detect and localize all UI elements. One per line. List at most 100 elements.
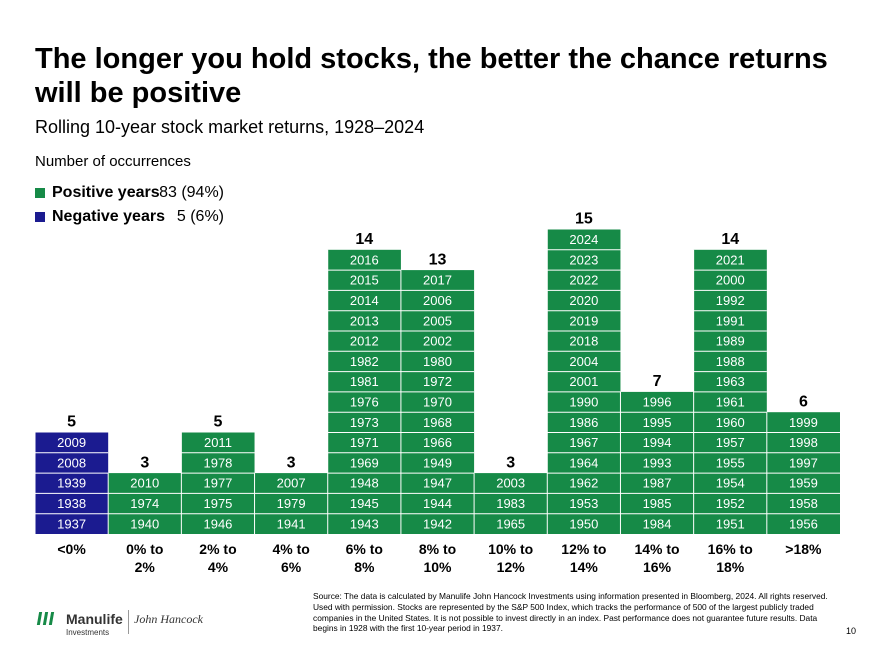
column [181,432,255,534]
year-label: 1957 [716,435,745,450]
column [254,473,328,534]
year-label: 1939 [57,476,86,491]
y-label: Number of occurrences [35,153,191,170]
legend-value: 5 (6%) [176,208,224,225]
column [620,391,694,534]
year-label: 2024 [569,232,598,247]
logo-name: Manulife [66,611,123,627]
year-label: 1955 [716,455,745,470]
year-label: 2021 [716,252,745,267]
count-label: 15 [575,211,593,228]
year-label: 1998 [789,435,818,450]
year-label: 1976 [350,394,379,409]
page-number: 10 [846,626,857,636]
year-label: 1997 [789,455,818,470]
chart-title: The longer you hold stocks, the better t… [35,43,828,109]
year-label: 2006 [423,293,452,308]
year-label: 1968 [423,415,452,430]
count-label: 3 [287,454,296,471]
x-tick-label: 8% to 10% [418,541,457,575]
year-label: 1963 [716,374,745,389]
year-label: 1975 [203,496,232,511]
year-label: 2015 [350,273,379,288]
year-label: 1962 [569,476,598,491]
year-label: 2017 [423,273,452,288]
year-label: 2020 [569,293,598,308]
year-label: 1996 [643,394,672,409]
year-label: 1981 [350,374,379,389]
year-label: 2016 [350,252,379,267]
year-label: 1970 [423,394,452,409]
year-label: 2001 [569,374,598,389]
year-label: 1958 [789,496,818,511]
year-label: 1972 [423,374,452,389]
x-tick-label: <0% [57,541,86,557]
count-label: 3 [506,454,515,471]
year-label: 1943 [350,516,379,531]
column [400,270,475,534]
count-label: 14 [721,231,739,248]
year-label: 1938 [57,496,86,511]
x-tick-label: 2% to 4% [199,541,237,575]
x-tick-label: >18% [785,541,822,557]
year-label: 2019 [569,313,598,328]
x-tick-label: 6% to 8% [345,541,383,575]
source-note: Source: The data is calculated by Manuli… [313,591,828,634]
count-label: 7 [653,373,662,390]
legend-label: Negative years [52,208,165,225]
year-label: 2002 [423,334,452,349]
year-label: 1979 [277,496,306,511]
year-label: 2022 [569,273,598,288]
logo-mark [36,612,55,625]
logo-sub: Investments [66,628,110,637]
year-label: 2007 [277,476,306,491]
year-label: 1973 [350,415,379,430]
year-label: 2000 [716,273,745,288]
year-label: 1983 [496,496,525,511]
year-label: 1960 [716,415,745,430]
count-label: 6 [799,393,808,410]
year-label: 1999 [789,415,818,430]
year-label: 1941 [277,516,306,531]
year-label: 1993 [643,455,672,470]
column [474,473,548,534]
year-label: 1956 [789,516,818,531]
year-label: 1945 [350,496,379,511]
subtitle: Rolling 10-year stock market returns, 19… [35,117,425,137]
column [547,229,621,534]
year-label: 1949 [423,455,452,470]
count-label: 3 [140,454,149,471]
year-label: 1948 [350,476,379,491]
year-label: 2003 [496,476,525,491]
count-label: 5 [214,414,223,431]
year-label: 1946 [203,516,232,531]
year-label: 1953 [569,496,598,511]
year-label: 2011 [204,435,232,450]
year-label: 2009 [57,435,86,450]
year-label: 1944 [423,496,452,511]
column [35,432,109,534]
x-tick-label: 4% to 6% [272,541,310,575]
year-label: 1950 [569,516,598,531]
year-label: 2004 [569,354,598,369]
year-label: 2012 [350,334,379,349]
year-label: 1966 [423,435,452,450]
x-tick-label: 12% to 14% [561,541,607,575]
year-label: 1964 [569,455,598,470]
year-label: 1995 [643,415,672,430]
year-label: 1967 [569,435,598,450]
year-label: 1951 [716,516,745,531]
year-label: 1989 [716,334,745,349]
legend-value: 83 (94%) [159,184,224,201]
column [108,473,182,534]
year-label: 1990 [569,394,598,409]
year-label: 1984 [643,516,672,531]
year-label: 1954 [716,476,745,491]
year-label: 1940 [130,516,159,531]
year-label: 1971 [350,435,379,450]
year-label: 2014 [350,293,379,308]
year-label: 1985 [643,496,672,511]
year-label: 1965 [496,516,525,531]
year-label: 1987 [643,476,672,491]
